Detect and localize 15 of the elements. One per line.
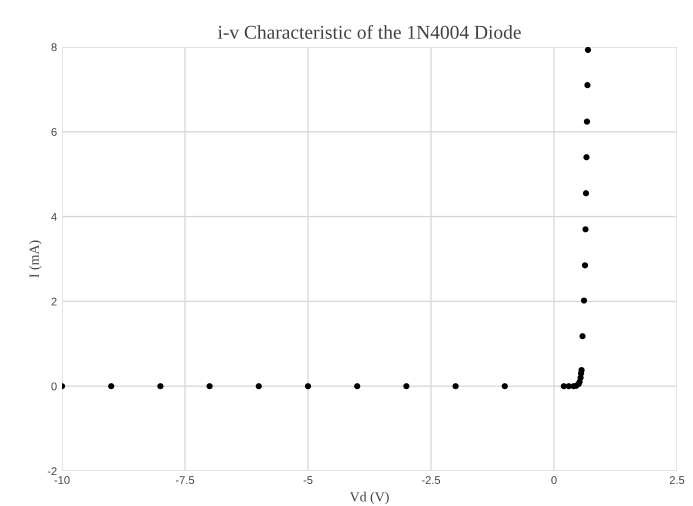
y-tick-label: -2 xyxy=(48,467,57,476)
x-axis-title: Vd (V) xyxy=(350,492,389,504)
y-axis-title: I (mA) xyxy=(29,240,42,278)
x-tick-label: -7.5 xyxy=(176,476,194,484)
y-tick-label: 6 xyxy=(52,128,57,136)
x-tick-label: -5 xyxy=(304,476,312,484)
y-tick-label: 8 xyxy=(51,43,57,52)
y-tick-label: 2 xyxy=(52,298,57,306)
y-tick-label: 4 xyxy=(51,212,57,221)
x-tick-label: -10 xyxy=(54,476,70,484)
x-tick-label: 2.5 xyxy=(670,476,684,484)
chart-title: i-v Characteristic of the 1N4004 Diode xyxy=(218,24,521,39)
x-tick-label: -2.5 xyxy=(422,476,440,484)
y-tick-label: 0 xyxy=(51,382,57,390)
x-tick-label: 0 xyxy=(551,476,557,484)
